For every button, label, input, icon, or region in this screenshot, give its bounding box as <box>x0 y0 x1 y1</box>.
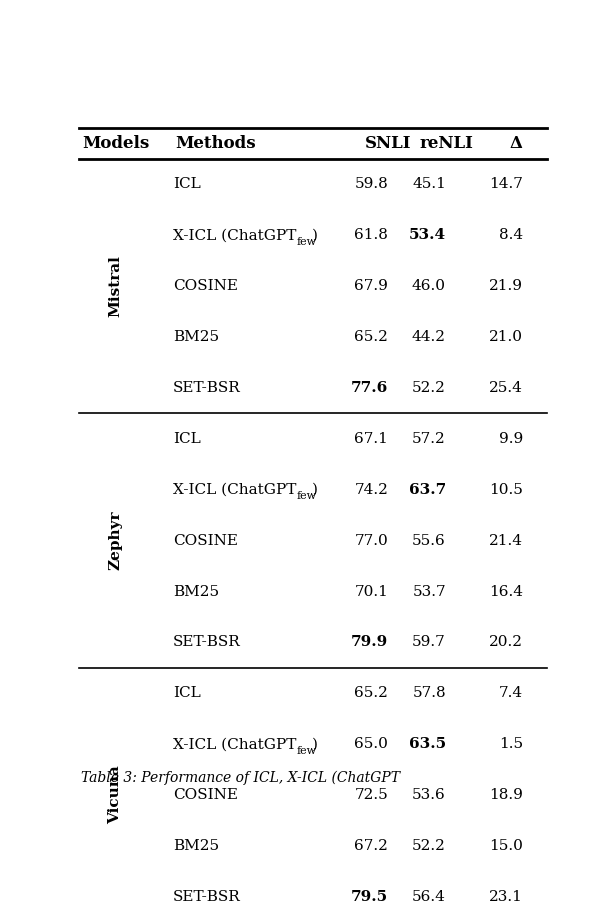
Text: COSINE: COSINE <box>173 789 238 802</box>
Text: SET-BSR: SET-BSR <box>173 635 241 649</box>
Text: 18.9: 18.9 <box>489 789 523 802</box>
Text: X-ICL (ChatGPT: X-ICL (ChatGPT <box>173 737 296 751</box>
Text: X-ICL (ChatGPT: X-ICL (ChatGPT <box>173 483 296 497</box>
Text: few: few <box>297 237 317 247</box>
Text: ): ) <box>312 483 318 497</box>
Text: 53.7: 53.7 <box>412 585 446 599</box>
Text: BM25: BM25 <box>173 839 219 853</box>
Text: 77.0: 77.0 <box>354 533 388 548</box>
Text: 59.7: 59.7 <box>412 635 446 649</box>
Text: ICL: ICL <box>173 431 201 446</box>
Text: 45.1: 45.1 <box>412 177 446 191</box>
Text: 67.9: 67.9 <box>354 279 388 293</box>
Text: 63.7: 63.7 <box>409 483 446 497</box>
Text: reNLI: reNLI <box>419 135 473 151</box>
Text: 14.7: 14.7 <box>489 177 523 191</box>
Text: few: few <box>297 491 317 501</box>
Text: 79.5: 79.5 <box>351 890 388 904</box>
Text: ICL: ICL <box>173 687 201 700</box>
Text: 21.4: 21.4 <box>489 533 523 548</box>
Text: 67.1: 67.1 <box>354 431 388 446</box>
Text: 65.2: 65.2 <box>354 687 388 700</box>
Text: 21.0: 21.0 <box>489 330 523 344</box>
Text: Models: Models <box>82 135 149 151</box>
Text: 65.2: 65.2 <box>354 330 388 344</box>
Text: 53.4: 53.4 <box>409 229 446 242</box>
Text: SET-BSR: SET-BSR <box>173 381 241 395</box>
Text: SNLI: SNLI <box>365 135 412 151</box>
Text: 1.5: 1.5 <box>499 737 523 751</box>
Text: COSINE: COSINE <box>173 279 238 293</box>
Text: ): ) <box>312 737 318 751</box>
Text: 55.6: 55.6 <box>412 533 446 548</box>
Text: 79.9: 79.9 <box>351 635 388 649</box>
Text: BM25: BM25 <box>173 330 219 344</box>
Text: 57.8: 57.8 <box>412 687 446 700</box>
Text: Δ: Δ <box>509 135 522 151</box>
Text: SET-BSR: SET-BSR <box>173 890 241 904</box>
Text: Methods: Methods <box>176 135 256 151</box>
Text: 59.8: 59.8 <box>354 177 388 191</box>
Text: 44.2: 44.2 <box>412 330 446 344</box>
Text: 52.2: 52.2 <box>412 381 446 395</box>
Text: COSINE: COSINE <box>173 533 238 548</box>
Text: 8.4: 8.4 <box>499 229 523 242</box>
Text: Vicuna: Vicuna <box>109 766 123 824</box>
Text: 10.5: 10.5 <box>489 483 523 497</box>
Text: 9.9: 9.9 <box>499 431 523 446</box>
Text: 15.0: 15.0 <box>489 839 523 853</box>
Text: 25.4: 25.4 <box>489 381 523 395</box>
Text: 67.2: 67.2 <box>354 839 388 853</box>
Text: 61.8: 61.8 <box>354 229 388 242</box>
Text: Zephyr: Zephyr <box>109 511 123 570</box>
Text: 53.6: 53.6 <box>412 789 446 802</box>
Text: 65.0: 65.0 <box>354 737 388 751</box>
Text: ): ) <box>312 229 318 242</box>
Text: 52.2: 52.2 <box>412 839 446 853</box>
Text: 46.0: 46.0 <box>412 279 446 293</box>
Text: Mistral: Mistral <box>109 255 123 317</box>
Text: 63.5: 63.5 <box>409 737 446 751</box>
Text: ICL: ICL <box>173 177 201 191</box>
Text: 72.5: 72.5 <box>354 789 388 802</box>
Text: 56.4: 56.4 <box>412 890 446 904</box>
Text: 23.1: 23.1 <box>489 890 523 904</box>
Text: 77.6: 77.6 <box>351 381 388 395</box>
Text: 20.2: 20.2 <box>489 635 523 649</box>
Text: Table 3: Performance of ICL, X-ICL (ChatGPT: Table 3: Performance of ICL, X-ICL (Chat… <box>81 771 400 786</box>
Text: 21.9: 21.9 <box>489 279 523 293</box>
Text: few: few <box>297 745 317 756</box>
Text: 70.1: 70.1 <box>354 585 388 599</box>
Text: X-ICL (ChatGPT: X-ICL (ChatGPT <box>173 229 296 242</box>
Text: 57.2: 57.2 <box>412 431 446 446</box>
Text: 16.4: 16.4 <box>489 585 523 599</box>
Text: 74.2: 74.2 <box>354 483 388 497</box>
Text: BM25: BM25 <box>173 585 219 599</box>
Text: 7.4: 7.4 <box>499 687 523 700</box>
